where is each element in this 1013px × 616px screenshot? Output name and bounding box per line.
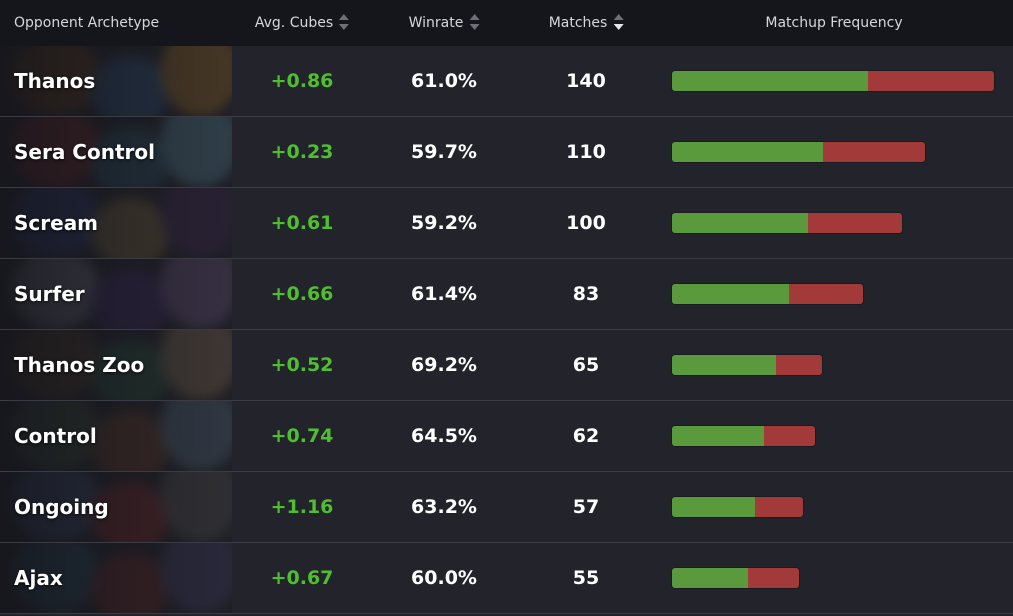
loss-segment xyxy=(868,71,994,91)
avg-cubes-value: +0.52 xyxy=(270,354,334,376)
avg-cubes-value: +0.67 xyxy=(270,567,334,589)
header-winrate[interactable]: Winrate xyxy=(409,0,480,46)
avg-cubes-value: +0.86 xyxy=(270,70,334,92)
winrate-value: 61.4% xyxy=(411,283,477,305)
loss-segment xyxy=(755,497,803,517)
header-matches[interactable]: Matches xyxy=(549,0,624,46)
header-matchup-frequency: Matchup Frequency xyxy=(765,15,903,31)
archetype-name[interactable]: Sera Control xyxy=(14,140,155,164)
table-row[interactable]: Surfer +0.66 61.4% 83 xyxy=(0,259,1013,330)
archetype-art xyxy=(0,117,232,187)
matchup-frequency-bar xyxy=(672,142,925,162)
matchup-frequency-bar xyxy=(672,568,799,588)
archetype-name[interactable]: Thanos xyxy=(14,69,96,93)
archetype-art xyxy=(0,188,232,258)
avg-cubes-value: +1.16 xyxy=(270,496,334,518)
matches-value: 55 xyxy=(572,567,600,589)
archetype-name[interactable]: Ongoing xyxy=(14,495,109,519)
win-segment xyxy=(672,568,748,588)
header-avg-cubes[interactable]: Avg. Cubes xyxy=(254,0,350,46)
win-segment xyxy=(672,71,868,91)
win-segment xyxy=(672,142,823,162)
loss-segment xyxy=(823,142,925,162)
winrate-value: 60.0% xyxy=(411,567,477,589)
winrate-value: 59.2% xyxy=(411,212,477,234)
win-segment xyxy=(672,426,764,446)
avg-cubes-value: +0.74 xyxy=(270,425,334,447)
matches-value: 65 xyxy=(572,354,600,376)
matchup-frequency-bar xyxy=(672,71,994,91)
matchup-frequency-bar xyxy=(672,355,822,375)
table-row[interactable]: Thanos +0.86 61.0% 140 xyxy=(0,46,1013,117)
sort-icon[interactable] xyxy=(469,14,480,30)
avg-cubes-value: +0.61 xyxy=(270,212,334,234)
avg-cubes-value: +0.23 xyxy=(270,141,334,163)
archetype-art xyxy=(0,543,232,613)
matches-value: 140 xyxy=(566,70,606,92)
matches-value: 100 xyxy=(566,212,606,234)
header-matches-label: Matches xyxy=(548,15,608,31)
loss-segment xyxy=(748,568,799,588)
winrate-value: 69.2% xyxy=(411,354,477,376)
header-winrate-label: Winrate xyxy=(408,15,464,31)
table-row[interactable]: Control +0.74 64.5% 62 xyxy=(0,401,1013,472)
table-row[interactable]: Scream +0.61 59.2% 100 xyxy=(0,188,1013,259)
table-row[interactable]: Sera Control +0.23 59.7% 110 xyxy=(0,117,1013,188)
winrate-value: 63.2% xyxy=(411,496,477,518)
win-segment xyxy=(672,497,755,517)
avg-cubes-value: +0.66 xyxy=(270,283,334,305)
win-segment xyxy=(672,284,789,304)
matchup-frequency-bar xyxy=(672,284,863,304)
archetype-art xyxy=(0,259,232,329)
loss-segment xyxy=(764,426,815,446)
matchup-frequency-bar xyxy=(672,426,815,446)
win-segment xyxy=(672,355,776,375)
winrate-value: 61.0% xyxy=(411,70,477,92)
matches-value: 83 xyxy=(572,283,600,305)
archetype-art xyxy=(0,401,232,471)
table-row[interactable]: Ajax +0.67 60.0% 55 xyxy=(0,543,1013,614)
header-avg-cubes-label: Avg. Cubes xyxy=(254,15,334,31)
winrate-value: 59.7% xyxy=(411,141,477,163)
matchup-frequency-bar xyxy=(672,213,902,233)
sort-descending-icon[interactable] xyxy=(613,14,624,30)
matches-value: 110 xyxy=(566,141,606,163)
archetype-name[interactable]: Scream xyxy=(14,211,99,235)
matchup-frequency-bar xyxy=(672,497,803,517)
loss-segment xyxy=(776,355,822,375)
archetype-name[interactable]: Thanos Zoo xyxy=(14,353,145,377)
table-row[interactable]: Thanos Zoo +0.52 69.2% 65 xyxy=(0,330,1013,401)
table-header: Opponent Archetype Avg. Cubes Winrate Ma… xyxy=(0,0,1013,46)
loss-segment xyxy=(789,284,863,304)
win-segment xyxy=(672,213,808,233)
header-opponent-archetype: Opponent Archetype xyxy=(14,15,160,31)
archetype-art xyxy=(0,46,232,116)
archetype-name[interactable]: Ajax xyxy=(14,566,63,590)
archetype-name[interactable]: Control xyxy=(14,424,97,448)
winrate-value: 64.5% xyxy=(411,425,477,447)
loss-segment xyxy=(808,213,902,233)
matches-value: 57 xyxy=(572,496,600,518)
archetype-name[interactable]: Surfer xyxy=(14,282,85,306)
archetype-art xyxy=(0,472,232,542)
table-row[interactable]: Ongoing +1.16 63.2% 57 xyxy=(0,472,1013,543)
matches-value: 62 xyxy=(572,425,600,447)
sort-icon[interactable] xyxy=(339,14,350,30)
archetype-art xyxy=(0,330,232,400)
